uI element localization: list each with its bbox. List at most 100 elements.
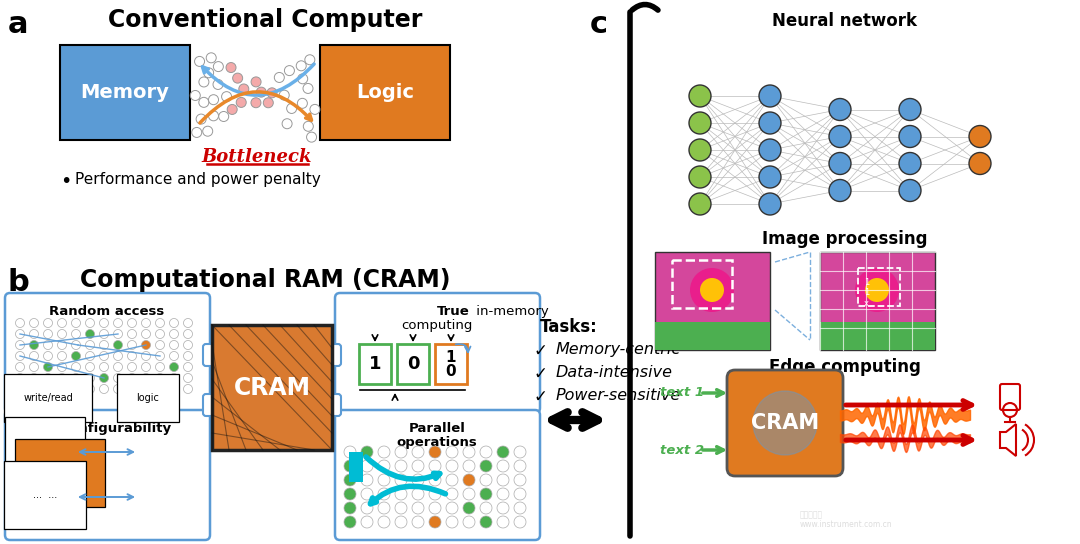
Circle shape xyxy=(497,516,509,528)
Circle shape xyxy=(345,516,356,528)
Circle shape xyxy=(15,385,25,393)
Circle shape xyxy=(361,488,373,500)
Circle shape xyxy=(345,488,356,500)
Circle shape xyxy=(307,132,316,142)
Circle shape xyxy=(361,446,373,458)
Circle shape xyxy=(378,516,390,528)
Text: Parallel: Parallel xyxy=(408,422,465,435)
Circle shape xyxy=(127,362,136,372)
Circle shape xyxy=(446,502,458,514)
Circle shape xyxy=(256,87,267,97)
Circle shape xyxy=(480,502,492,514)
Circle shape xyxy=(184,385,192,393)
Circle shape xyxy=(480,516,492,528)
Circle shape xyxy=(411,446,424,458)
FancyBboxPatch shape xyxy=(212,325,332,450)
Text: •: • xyxy=(60,172,71,191)
Circle shape xyxy=(297,98,308,108)
Circle shape xyxy=(141,374,150,382)
Text: 仪器信息网
www.instrument.com.cn: 仪器信息网 www.instrument.com.cn xyxy=(800,510,893,529)
Circle shape xyxy=(429,446,441,458)
Circle shape xyxy=(15,341,25,349)
Circle shape xyxy=(345,460,356,472)
Circle shape xyxy=(141,341,150,349)
Circle shape xyxy=(43,385,53,393)
Circle shape xyxy=(43,341,53,349)
Circle shape xyxy=(184,318,192,327)
Circle shape xyxy=(286,103,297,114)
Circle shape xyxy=(184,374,192,382)
Circle shape xyxy=(170,341,178,349)
Circle shape xyxy=(57,318,67,327)
Circle shape xyxy=(689,139,711,161)
Circle shape xyxy=(345,446,356,458)
Circle shape xyxy=(345,502,356,514)
Circle shape xyxy=(156,362,164,372)
Circle shape xyxy=(43,362,53,372)
Circle shape xyxy=(15,362,25,372)
Text: b: b xyxy=(8,268,30,297)
Text: logic: logic xyxy=(136,393,160,403)
Circle shape xyxy=(514,502,526,514)
Circle shape xyxy=(310,104,320,114)
Circle shape xyxy=(480,460,492,472)
Text: CRAM: CRAM xyxy=(233,376,311,400)
Circle shape xyxy=(361,502,373,514)
Circle shape xyxy=(237,97,246,107)
Circle shape xyxy=(514,460,526,472)
Circle shape xyxy=(463,516,475,528)
Circle shape xyxy=(15,330,25,338)
Circle shape xyxy=(127,341,136,349)
Circle shape xyxy=(113,330,122,338)
Circle shape xyxy=(361,516,373,528)
Circle shape xyxy=(759,193,781,215)
Circle shape xyxy=(127,318,136,327)
Circle shape xyxy=(829,98,851,121)
Circle shape xyxy=(85,362,95,372)
Circle shape xyxy=(156,330,164,338)
Circle shape xyxy=(463,474,475,486)
Circle shape xyxy=(865,278,889,302)
Text: ...  ...: ... ... xyxy=(32,490,57,500)
Circle shape xyxy=(446,474,458,486)
Circle shape xyxy=(689,85,711,107)
Circle shape xyxy=(204,68,214,78)
Text: Tasks:: Tasks: xyxy=(540,318,597,336)
Circle shape xyxy=(141,362,150,372)
Circle shape xyxy=(197,114,206,124)
Circle shape xyxy=(85,330,95,338)
Circle shape xyxy=(184,362,192,372)
Circle shape xyxy=(99,330,108,338)
Text: Performance and power penalty: Performance and power penalty xyxy=(75,172,321,187)
Text: Computational RAM (CRAM): Computational RAM (CRAM) xyxy=(80,268,450,292)
Text: Memory: Memory xyxy=(81,83,170,102)
Circle shape xyxy=(208,95,218,104)
Circle shape xyxy=(514,474,526,486)
Circle shape xyxy=(29,374,39,382)
Circle shape xyxy=(43,318,53,327)
FancyBboxPatch shape xyxy=(1000,384,1020,410)
Circle shape xyxy=(85,374,95,382)
FancyBboxPatch shape xyxy=(141,487,178,511)
Circle shape xyxy=(446,460,458,472)
FancyBboxPatch shape xyxy=(203,394,217,416)
Circle shape xyxy=(411,474,424,486)
Text: computing: computing xyxy=(402,319,473,332)
Circle shape xyxy=(141,385,150,393)
Circle shape xyxy=(170,318,178,327)
Circle shape xyxy=(170,362,178,372)
FancyBboxPatch shape xyxy=(820,322,935,350)
Text: MAC: MAC xyxy=(35,446,56,456)
Text: text 1: text 1 xyxy=(660,386,704,399)
Text: write/read: write/read xyxy=(23,393,72,403)
Circle shape xyxy=(969,152,991,175)
Circle shape xyxy=(214,61,224,72)
Circle shape xyxy=(170,374,178,382)
FancyBboxPatch shape xyxy=(820,252,935,350)
Circle shape xyxy=(71,362,81,372)
Circle shape xyxy=(57,374,67,382)
Circle shape xyxy=(969,126,991,147)
Text: Edge computing: Edge computing xyxy=(769,358,921,376)
Text: 1: 1 xyxy=(446,349,456,364)
Circle shape xyxy=(480,488,492,500)
